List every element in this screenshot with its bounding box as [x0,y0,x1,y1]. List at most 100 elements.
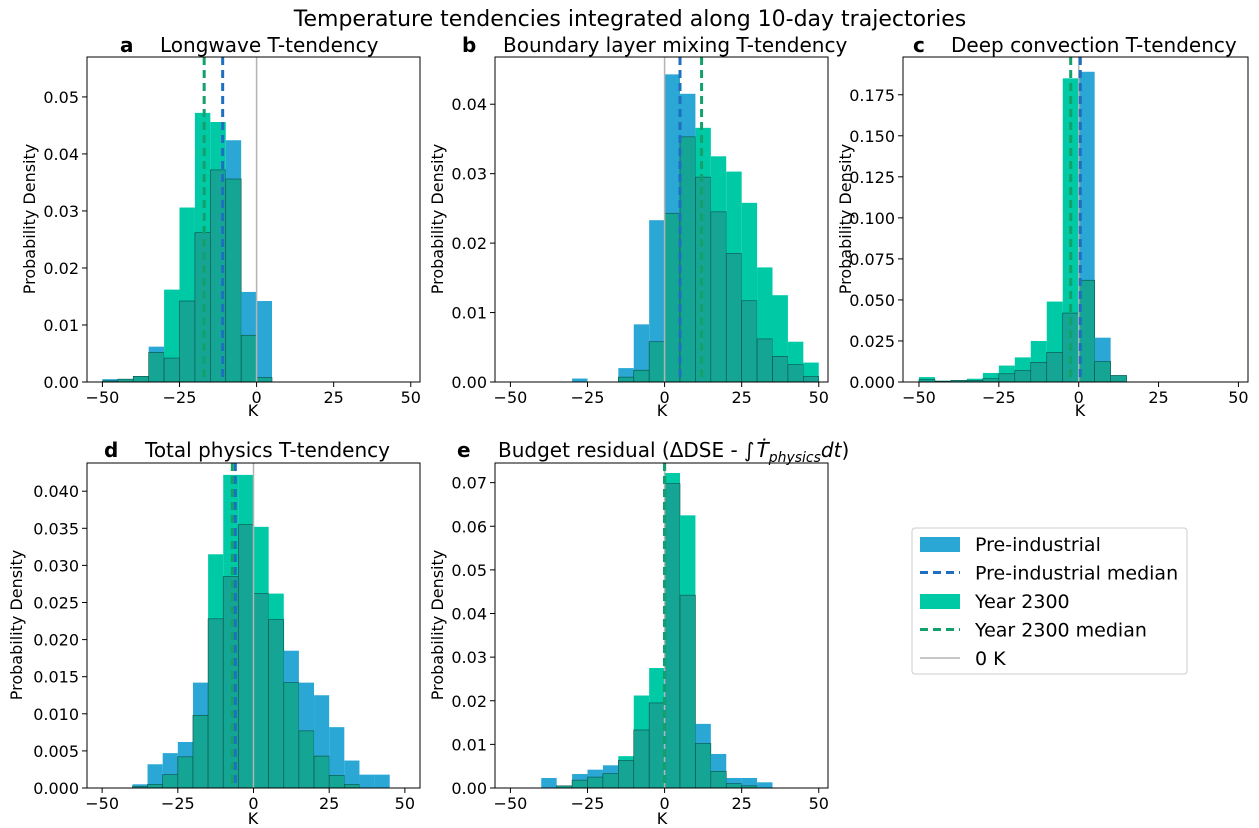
bar-overlap [268,619,285,789]
legend: Pre-industrial Pre-industrial median Year … [911,527,1188,675]
bar-overlap [147,783,163,789]
y-tick-label: 0.03 [451,165,487,184]
bar-overlap [132,375,149,383]
x-tick-label: 50 [395,794,415,813]
bar-overlap [664,483,681,789]
x-tick-label: −50 [494,794,528,813]
bar-pre-industrial [344,760,360,788]
x-tick-label: 0 [1074,388,1084,407]
panel-e-ylabel: Probability Density [428,550,447,701]
bar-overlap [618,760,635,789]
x-tick-label: 50 [809,388,829,407]
bar-overlap [1046,352,1064,383]
panel-c-ylabel: Probability Density [836,144,855,295]
bar-overlap [772,356,789,383]
bar-pre-industrial [359,774,375,788]
y-tick-label: 0.02 [43,259,79,278]
bar-overlap [207,618,224,789]
x-tick-label: 0 [659,388,669,407]
bar-overlap [664,212,681,383]
panel-a-letter: a [120,33,134,57]
x-tick-label: −25 [571,388,605,407]
y-tick-label: 0.100 [849,209,895,228]
panel-b-title: Boundary layer mixing T-tendency [503,33,847,57]
panel-c-title: Deep convection T-tendency [951,33,1237,57]
bar-overlap [148,352,165,383]
panel-d-plot: −50 −25 0 25 50 0.000 0.005 0.010 0.015 0.020 0.02… [33,462,421,813]
x-tick-label: 0 [659,794,669,813]
figure-title: Temperature tendencies integrated along … [293,7,966,32]
bar-overlap [571,779,588,789]
legend-label: Pre-industrial [975,534,1101,556]
y-tick-label: 0.030 [33,556,79,575]
legend-frame [911,527,1188,675]
y-tick-label: 0.07 [451,474,487,493]
panel-a-plot: −50 −25 0 25 50 0.00 0.01 0.02 0.03 0.04 0.05 [43,56,421,407]
panel-e-letter: e [457,438,471,462]
bar-overlap [725,253,742,383]
y-tick-label: 0.06 [451,517,487,536]
bar-pre-industrial [726,777,742,788]
y-tick-label: 0.00 [43,373,79,392]
bar-pre-industrial [741,777,758,788]
legend-swatch [920,537,960,552]
x-tick-label: 25 [1148,388,1168,407]
legend-label: Year 2300 median [974,620,1147,642]
y-tick-label: 0.005 [33,742,79,761]
bar-overlap [695,176,712,383]
bar-overlap [163,357,180,383]
y-tick-label: 0.01 [43,316,79,335]
x-tick-label: 25 [731,794,751,813]
y-tick-label: 0.040 [33,482,79,501]
bar-overlap [1030,362,1048,383]
bar-overlap [179,300,196,383]
bar-overlap [725,783,742,789]
x-tick-label: −50 [494,388,528,407]
plot-frame [902,56,1249,383]
panel-a-title: Longwave T-tendency [160,33,379,57]
bar-overlap [633,369,650,383]
bar-overlap [710,771,727,789]
y-tick-label: 0.010 [33,705,79,724]
bar-overlap [240,334,257,383]
bar-overlap [194,232,211,383]
y-tick-label: 0.04 [451,605,487,624]
legend-swatch [920,594,960,609]
panel-e-title: Budget residual (ΔDSE - ∫ Ṫphysicsdt) [498,438,849,466]
x-tick-label: −25 [571,794,605,813]
bar-overlap [998,373,1016,383]
panel-c: c Deep convection T-tendency −50 −25 0 25 50… [836,33,1249,420]
panel-b: b Boundary layer mixing T-tendency −50 −2… [428,33,847,420]
bar-overlap [298,730,315,789]
y-tick-label: 0.00 [451,779,487,798]
x-tick-label: −50 [86,388,120,407]
x-tick-label: 25 [323,388,343,407]
bar-overlap [1014,370,1032,383]
bar-pre-industrial [374,774,390,788]
y-tick-label: 0.02 [451,234,487,253]
panel-e-title-subscript: physics [768,450,821,466]
bar-overlap [648,702,665,789]
y-tick-label: 0.02 [451,692,487,711]
plot-frame [494,56,829,383]
bar-overlap [225,178,242,383]
x-tick-label: 25 [731,388,751,407]
y-tick-label: 0.150 [849,127,895,146]
y-tick-label: 0.05 [451,561,487,580]
bar-overlap [283,682,300,789]
legend-label: Year 2300 [974,591,1070,613]
y-tick-label: 0.035 [33,519,79,538]
bar-overlap [648,341,665,383]
y-tick-label: 0.03 [43,202,79,221]
bar-overlap [1094,361,1111,383]
y-tick-label: 0.000 [849,373,895,392]
bar-overlap [787,364,804,383]
panel-d-xlabel: K [248,809,259,828]
x-tick-label: −25 [982,388,1016,407]
bar-overlap [618,376,635,383]
y-tick-label: 0.020 [33,631,79,650]
bar-overlap [741,300,758,383]
y-tick-label: 0.05 [43,88,79,107]
panel-c-plot: −50 −25 0 25 50 0.000 0.025 0.050 0.075 0.100 0.12… [849,56,1249,407]
y-tick-label: 0.125 [849,168,895,187]
